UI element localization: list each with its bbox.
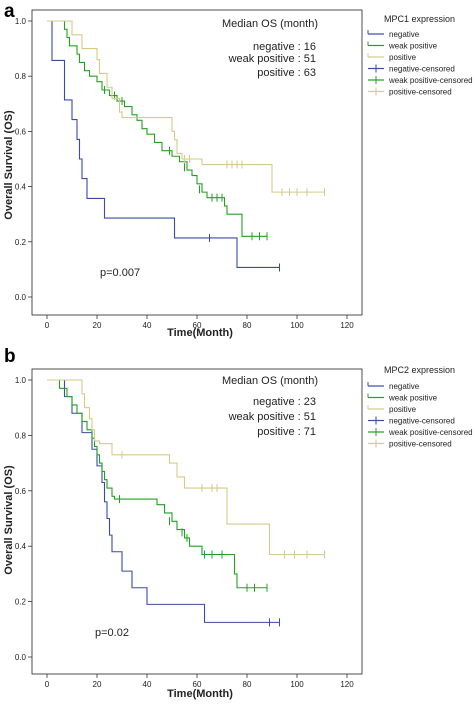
legend-title-b: MPC2 expression (384, 365, 455, 375)
y-tick-label: 0.2 (15, 598, 27, 607)
median-os-line-b-1: negative : 23 (253, 396, 316, 408)
x-tick-label: 40 (143, 680, 152, 689)
median-os-line-a-2: weak positive : 51 (228, 53, 316, 65)
plot-frame-a (31, 9, 363, 316)
y-tick-label: 0.6 (15, 487, 27, 496)
legend-entry: weak positive-censored (388, 76, 473, 85)
legend-entry: negative-censored (389, 65, 455, 74)
legend-entry: positive (389, 405, 417, 414)
legend-b: negative weak positive positive negative-ce… (367, 382, 473, 449)
x-tick-label: 100 (290, 680, 304, 689)
x-axis-label-a: Time(Month) (167, 327, 233, 339)
x-tick-label: 80 (243, 680, 252, 689)
curves-a (47, 20, 325, 272)
x-tick-label: 20 (93, 680, 102, 689)
median-os-line-a-1: negative : 16 (253, 41, 316, 53)
legend-entry: negative (389, 382, 420, 391)
legend-entry: negative (389, 30, 420, 39)
y-tick-label: 1.0 (15, 17, 27, 26)
km-curve-positive (47, 20, 325, 193)
legend-entry: weak positive (388, 394, 438, 403)
y-tick-label: 0.0 (15, 653, 27, 662)
y-tick-label: 0.4 (15, 183, 27, 192)
x-tick-label: 20 (93, 321, 102, 330)
km-curve-positive (47, 379, 325, 556)
panel-letter-a: a (4, 1, 15, 22)
panel-a: a 0 20 40 60 80 100 120 0.0 0.2 0.4 0.6 0.8 1.0 Time… (3, 1, 473, 339)
legend-entry: positive-censored (389, 440, 452, 449)
plot-frame-b (31, 368, 363, 675)
x-tick-label: 0 (45, 321, 50, 330)
legend-entry: weak positive (388, 42, 438, 51)
axes-a: 0 20 40 60 80 100 120 0.0 0.2 0.4 0.6 0.8 1.0 (15, 17, 354, 330)
legend-title-a: MPC1 expression (384, 14, 455, 24)
x-tick-label: 100 (290, 321, 304, 330)
y-tick-label: 0.0 (15, 293, 27, 302)
median-os-line-b-3: positive : 71 (257, 426, 316, 438)
median-os-title-b: Median OS (month) (222, 375, 318, 387)
x-tick-label: 120 (340, 680, 354, 689)
y-tick-label: 0.6 (15, 127, 27, 136)
panel-letter-b: b (4, 346, 16, 367)
y-tick-label: 1.0 (15, 376, 27, 385)
x-tick-label: 120 (340, 321, 354, 330)
pvalue-b: p=0.02 (95, 627, 129, 639)
x-tick-label: 60 (193, 321, 202, 330)
pvalue-a: p=0.007 (100, 267, 140, 279)
km-curve-weak-positive (47, 379, 267, 589)
legend-entry: positive-censored (389, 88, 452, 97)
legend-entry: negative-censored (389, 417, 455, 426)
legend-entry: positive (389, 53, 417, 62)
y-axis-label-b: Overall Survival (OS) (3, 465, 15, 575)
curves-b (47, 379, 325, 627)
x-tick-label: 80 (243, 321, 252, 330)
axes-b: 0 20 40 60 80 100 120 0.0 0.2 0.4 0.6 0.8 1.0 (15, 376, 354, 689)
x-tick-label: 40 (143, 321, 152, 330)
panel-b: b 0 20 40 60 80 100 120 0.0 0.2 0.4 0.6 0.8 1.0 Time… (3, 346, 473, 700)
y-tick-label: 0.2 (15, 238, 27, 247)
median-os-line-a-3: positive : 63 (257, 67, 316, 79)
y-tick-label: 0.4 (15, 542, 27, 551)
x-axis-label-b: Time(Month) (167, 688, 233, 700)
y-tick-label: 0.8 (15, 72, 27, 81)
y-axis-label-a: Overall Survival (OS) (3, 110, 15, 220)
median-os-line-b-2: weak positive : 51 (228, 411, 316, 423)
x-tick-label: 60 (193, 680, 202, 689)
x-tick-label: 0 (45, 680, 50, 689)
legend-a: negative weak positive positive negative-ce… (367, 30, 473, 97)
median-os-title-a: Median OS (month) (222, 18, 318, 30)
km-curve-weak-positive (47, 20, 267, 237)
y-tick-label: 0.8 (15, 431, 27, 440)
km-curve-negative (47, 20, 280, 269)
legend-entry: weak positive-censored (388, 428, 473, 437)
